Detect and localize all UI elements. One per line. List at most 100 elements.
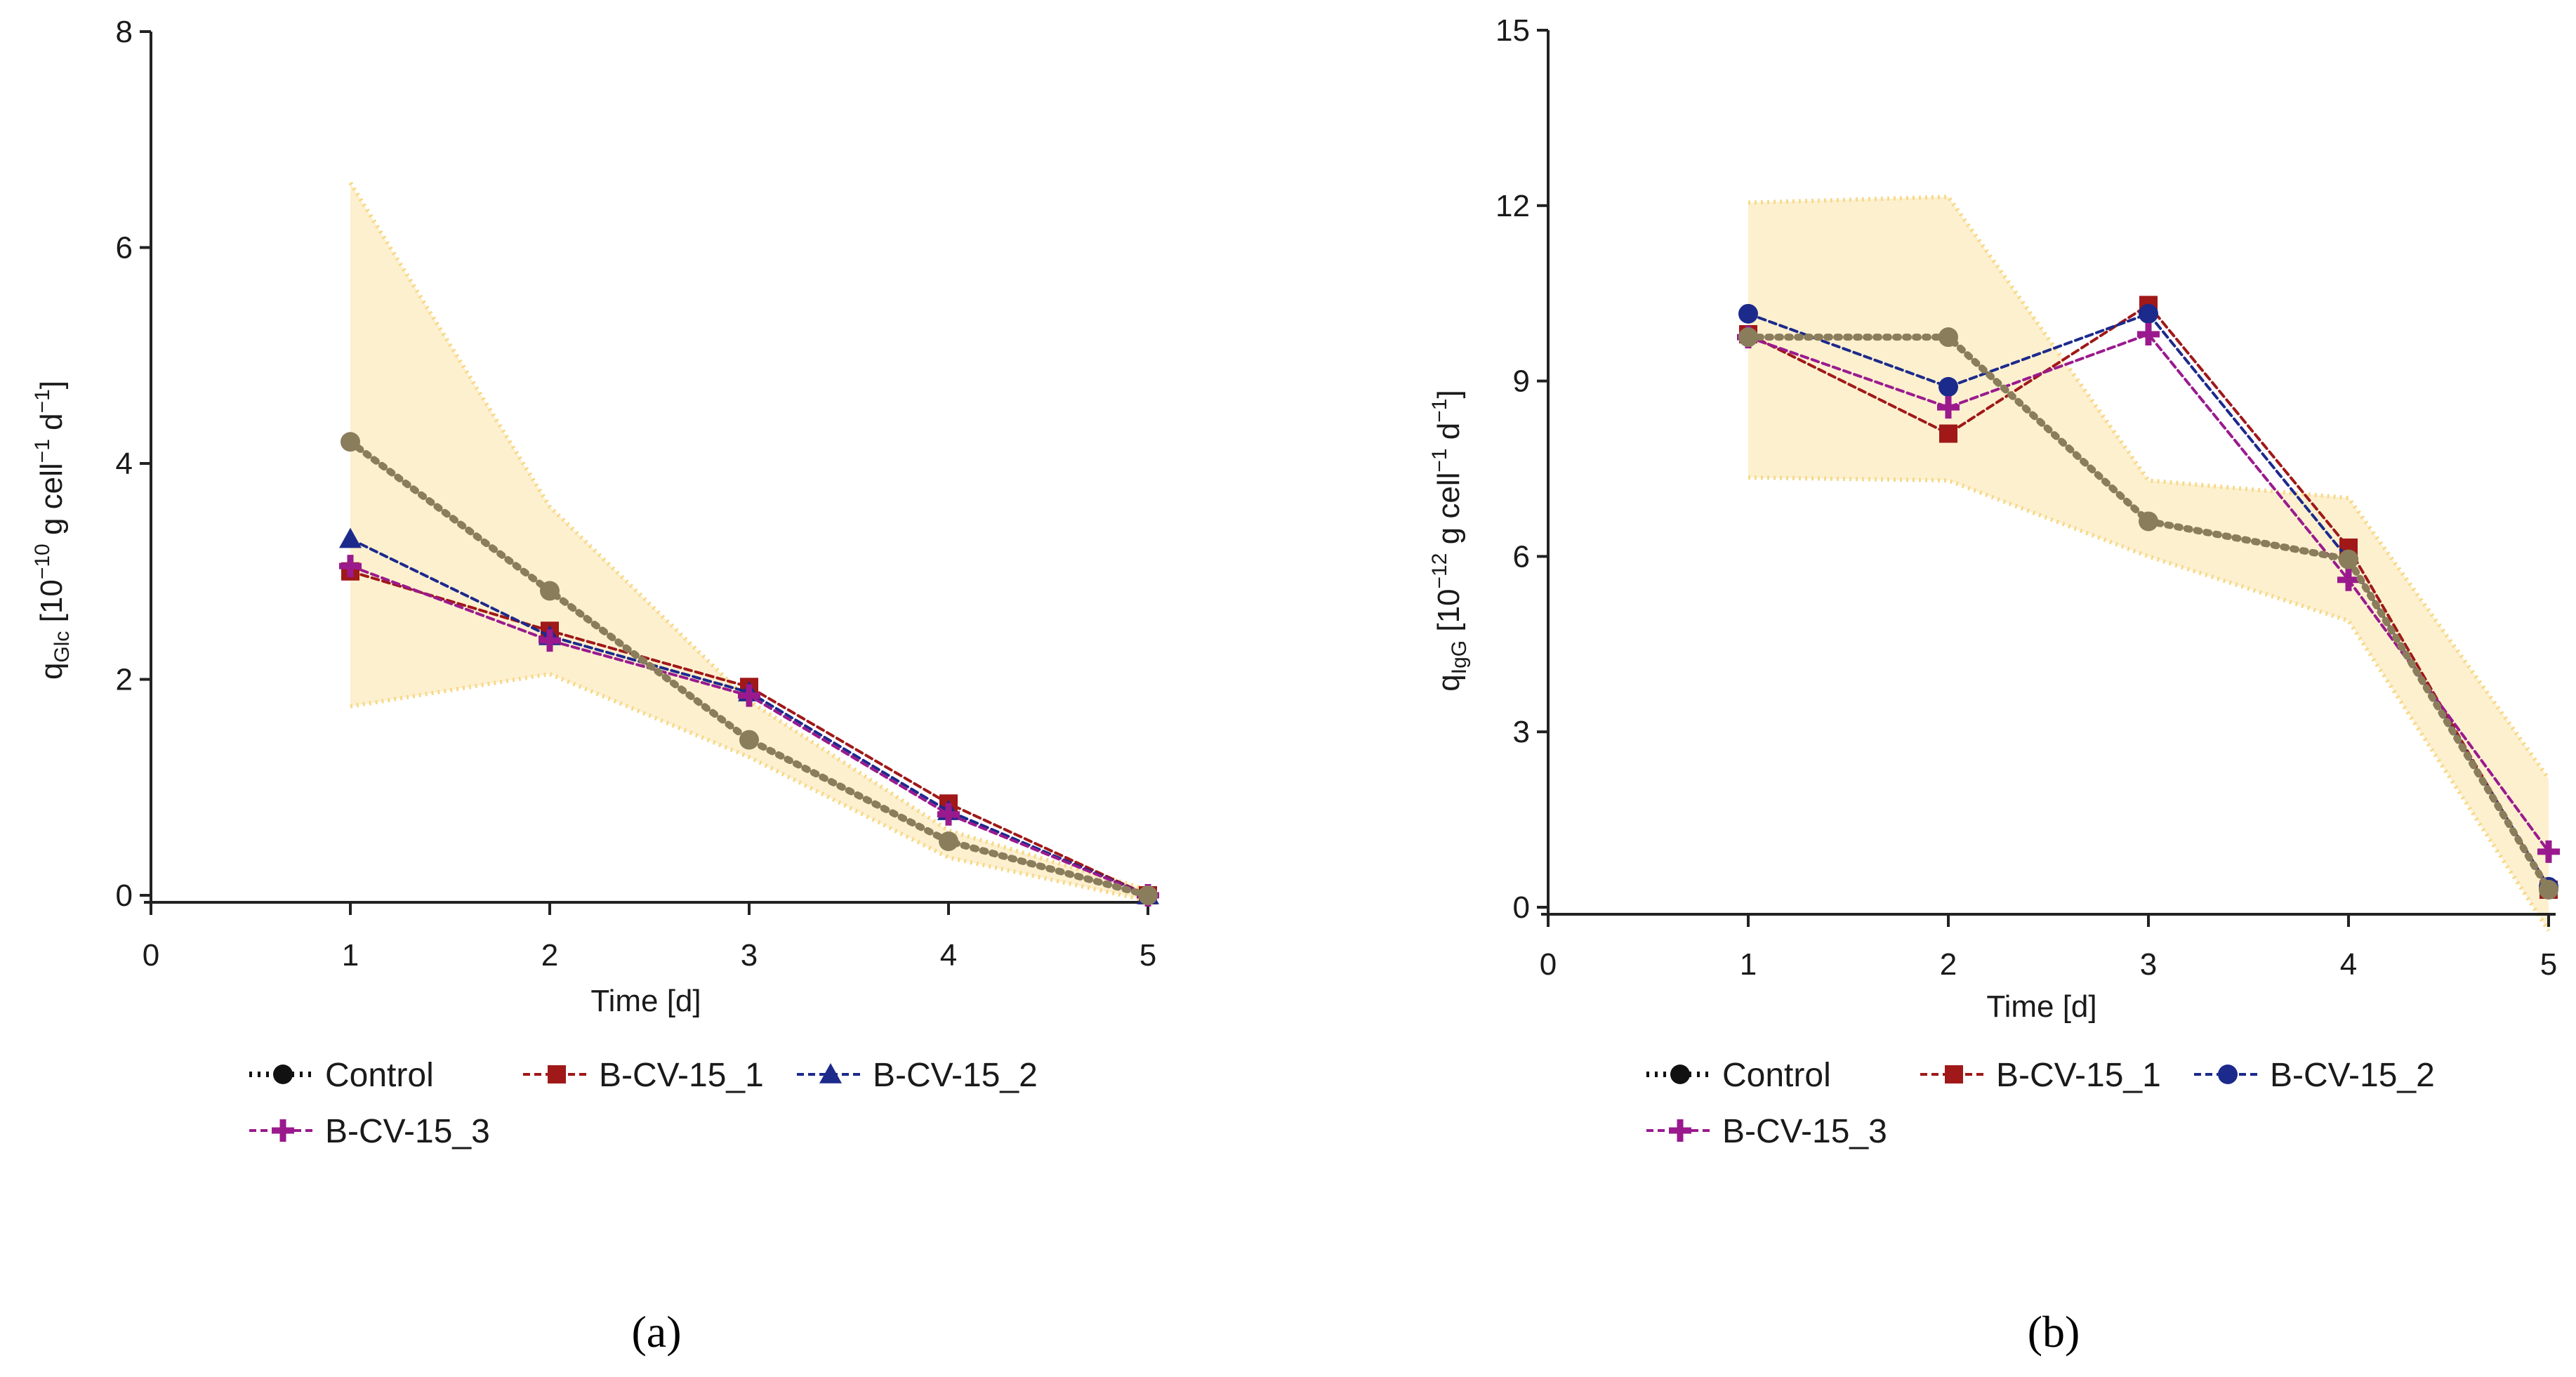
data-point: [341, 432, 360, 452]
legend-marker: [819, 1063, 842, 1083]
legend-marker: [273, 1065, 293, 1084]
x-tick-label: 5: [1140, 938, 1156, 973]
y-tick-label: 2: [116, 663, 133, 697]
x-tick-label: 2: [541, 938, 558, 973]
data-point: [339, 527, 362, 548]
x-tick-label: 5: [2540, 947, 2557, 982]
legend-marker: [548, 1065, 566, 1083]
band-fill: [350, 183, 1148, 901]
y-label-mid2-b: d: [1432, 423, 1466, 449]
legend-marker: [272, 1119, 294, 1142]
legend-b: Control B-CV-15_1 B-CV-15_2 B-CV-15_3: [1646, 1057, 2435, 1150]
y-label-mid2-a: d: [34, 413, 69, 439]
x-tick-label: 0: [1540, 947, 1557, 982]
data-point: [2339, 549, 2358, 569]
x-tick-label: 2: [1940, 947, 1957, 982]
y-label-mid-a: g cell: [34, 463, 69, 543]
x-tick-label: 1: [1740, 947, 1757, 982]
data-point: [1938, 376, 1958, 397]
data-point: [2337, 568, 2360, 591]
x-tick-label: 1: [342, 938, 359, 973]
data-point: [937, 803, 960, 826]
legend-label: Control: [1722, 1057, 1831, 1094]
y-tick-label: 8: [116, 15, 133, 49]
y-label-sub-a: Glc: [51, 631, 74, 663]
legend-item-B-CV-15_1: B-CV-15_1: [1920, 1057, 2161, 1094]
y-tick-label: 4: [116, 447, 133, 481]
legend-item-B-CV-15_3: B-CV-15_3: [249, 1113, 490, 1150]
y-label-prefix-a: [10: [34, 579, 69, 631]
legend-marker: [2218, 1065, 2238, 1084]
data-point: [939, 831, 958, 852]
legend-item-Control: Control: [249, 1057, 434, 1094]
y-label-mid-b: g cell: [1432, 473, 1466, 553]
x-tick-label: 4: [940, 938, 957, 973]
legend-marker: [1669, 1119, 1691, 1142]
x-tick-label: 4: [2340, 947, 2357, 982]
data-point: [1939, 424, 1957, 443]
caption-b: (b): [2028, 1307, 2080, 1357]
y-label-exp3-b: −1: [1428, 399, 1451, 423]
band-upper-edge: [1748, 195, 2551, 780]
y-label-main-a: q: [34, 663, 69, 680]
data-point: [1138, 885, 1158, 905]
data-point: [739, 730, 759, 750]
y-label-sub-b: IgG: [1448, 640, 1471, 674]
data-point: [738, 684, 760, 707]
x-tick-label: 0: [143, 938, 159, 973]
data-point: [1738, 303, 1758, 324]
data-point: [339, 555, 362, 578]
x-axis-label-b: Time [d]: [1986, 989, 2096, 1024]
y-tick-label: 9: [1513, 364, 1530, 399]
data-point: [2539, 880, 2558, 900]
data-point: [540, 581, 560, 601]
y-label-prefix-b: [10: [1432, 588, 1466, 640]
legend-marker: [1670, 1065, 1690, 1084]
y-tick-label: 6: [1513, 539, 1530, 574]
series-Control: [341, 432, 1158, 905]
band-lower-edge: [350, 671, 1149, 903]
y-axis-label-a: qGlc [10−10 g cell−1 d−1]: [31, 381, 74, 680]
series-Control: [1738, 327, 2558, 900]
data-point: [2139, 511, 2158, 532]
data-point: [2537, 840, 2560, 863]
y-label-suffix-a: ]: [34, 381, 69, 389]
x-tick-label: 3: [2140, 947, 2157, 982]
legend-label: B-CV-15_3: [1722, 1113, 1887, 1150]
data-point: [2137, 322, 2160, 345]
y-axis-label-b: qIgG [10−12 g cell−1 d−1]: [1428, 390, 1471, 691]
data-point: [1938, 327, 1958, 348]
y-label-exp3-a: −1: [31, 389, 54, 413]
series-group-a: [339, 432, 1159, 907]
y-tick-label: 15: [1495, 13, 1530, 48]
y-tick-label: 0: [116, 878, 133, 913]
y-label-main-b: q: [1432, 674, 1466, 691]
legend-marker: [1945, 1065, 1963, 1083]
y-label-exp2-a: −1: [31, 439, 54, 463]
data-point: [1937, 396, 1960, 419]
confidence-band-a: [348, 181, 1149, 903]
legend-item-B-CV-15_2: B-CV-15_2: [2194, 1057, 2435, 1094]
y-label-exp1-a: −10: [31, 543, 54, 579]
y-tick-label: 6: [116, 231, 133, 265]
caption-a: (a): [631, 1307, 681, 1357]
legend-item-B-CV-15_1: B-CV-15_1: [523, 1057, 764, 1094]
legend-item-Control: Control: [1646, 1057, 1831, 1094]
y-tick-label: 3: [1513, 715, 1530, 749]
legend-label: B-CV-15_3: [325, 1113, 490, 1150]
series-group-b: [1737, 296, 2560, 900]
data-point: [2139, 303, 2158, 324]
legend-label: Control: [325, 1057, 434, 1094]
y-tick-label: 0: [1513, 890, 1530, 925]
y-label-exp2-b: −1: [1428, 448, 1451, 472]
data-point: [539, 629, 561, 652]
legend-label: B-CV-15_2: [873, 1057, 1038, 1094]
legend-a: Control B-CV-15_1 B-CV-15_2 B-CV-15_3: [249, 1057, 1038, 1150]
legend-label: B-CV-15_2: [2270, 1057, 2435, 1094]
y-label-suffix-b: ]: [1432, 390, 1466, 398]
data-point: [1738, 327, 1758, 348]
